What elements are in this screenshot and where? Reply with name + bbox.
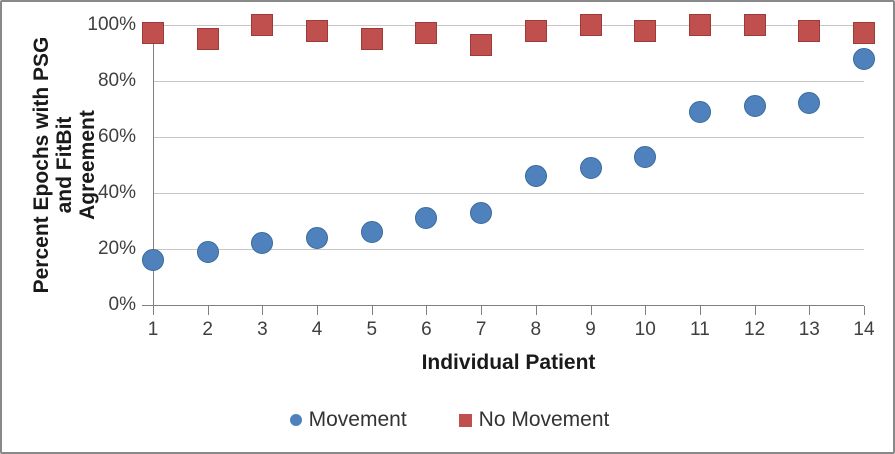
legend: Movement No Movement	[2, 408, 893, 432]
x-tick-12	[754, 306, 756, 315]
y-axis-title: Percent Epochs with PSG and FitBit Agree…	[30, 20, 99, 310]
gridline-20	[153, 249, 864, 250]
data-point-movement-14	[853, 47, 875, 70]
y-tick-label-40: 40%	[97, 182, 136, 203]
data-point-movement-12	[743, 95, 766, 118]
data-point-movement-7	[470, 201, 493, 224]
x-tick-11	[699, 306, 701, 315]
x-tick-label-3: 3	[257, 319, 268, 340]
x-tick-label-2: 2	[202, 319, 213, 340]
x-tick-14	[864, 306, 865, 315]
data-point-no-movement-1	[142, 22, 164, 45]
legend-label: Movement	[308, 408, 407, 431]
x-tick-8	[535, 306, 537, 315]
y-tick-label-20: 20%	[97, 238, 136, 259]
y-axis-line	[153, 25, 154, 314]
data-point-no-movement-11	[688, 14, 711, 36]
data-point-movement-2	[196, 240, 219, 263]
x-tick-label-1: 1	[147, 319, 159, 340]
data-point-movement-6	[415, 207, 438, 230]
data-point-movement-8	[524, 165, 547, 188]
legend-label: No Movement	[478, 408, 610, 431]
data-point-no-movement-13	[798, 19, 821, 42]
x-tick-5	[371, 306, 373, 315]
data-point-no-movement-9	[579, 14, 602, 36]
data-point-no-movement-12	[743, 14, 766, 36]
data-point-movement-13	[798, 92, 821, 115]
x-tick-6	[426, 306, 428, 315]
y-axis-title-line-2: Agreement	[76, 110, 99, 220]
x-tick-label-11: 11	[690, 319, 710, 340]
data-point-no-movement-14	[853, 22, 875, 45]
data-point-no-movement-10	[634, 19, 657, 42]
legend-item-movement: Movement	[289, 408, 407, 432]
data-point-movement-11	[688, 100, 711, 123]
legend-marker-circle-icon	[289, 414, 302, 426]
x-tick-label-6: 6	[421, 319, 432, 340]
data-point-movement-3	[251, 232, 274, 255]
y-axis-title-line-1: Percent Epochs with PSG and FitBit	[30, 36, 76, 294]
y-tick-label-0: 0%	[108, 294, 136, 315]
data-point-movement-10	[634, 145, 657, 168]
x-tick-2	[207, 306, 209, 315]
data-point-no-movement-7	[470, 33, 493, 56]
x-tick-9	[590, 306, 592, 315]
x-tick-10	[645, 306, 647, 315]
data-point-movement-4	[306, 226, 329, 249]
data-point-movement-5	[360, 221, 383, 244]
x-tick-label-5: 5	[366, 319, 378, 340]
x-tick-label-8: 8	[530, 319, 542, 340]
x-tick-label-12: 12	[744, 319, 766, 340]
x-axis-title: Individual Patient	[421, 351, 596, 374]
data-point-no-movement-8	[524, 19, 547, 42]
x-tick-label-4: 4	[311, 319, 323, 340]
y-tick-label-100: 100%	[87, 14, 136, 35]
data-point-no-movement-5	[360, 28, 383, 50]
x-tick-1	[153, 306, 154, 315]
data-point-no-movement-4	[306, 19, 329, 42]
legend-marker-square-icon	[458, 413, 472, 427]
y-tick-label-80: 80%	[97, 70, 136, 91]
legend-item-no-movement: No Movement	[458, 408, 610, 432]
data-point-no-movement-3	[251, 14, 274, 36]
x-tick-label-14: 14	[853, 319, 875, 340]
gridline-40	[153, 193, 864, 194]
x-tick-13	[809, 306, 811, 315]
x-axis-line	[142, 305, 864, 306]
gridline-100	[153, 25, 864, 26]
gridline-60	[153, 137, 864, 138]
data-point-no-movement-2	[196, 28, 219, 50]
x-tick-7	[481, 306, 483, 315]
x-tick-3	[262, 306, 264, 315]
y-tick-label-60: 60%	[97, 126, 136, 147]
x-tick-label-9: 9	[585, 319, 596, 340]
data-point-movement-9	[579, 156, 602, 179]
x-tick-label-7: 7	[475, 319, 487, 340]
gridline-80	[153, 81, 864, 82]
x-tick-label-13: 13	[798, 319, 820, 340]
data-point-movement-1	[142, 249, 164, 272]
x-tick-4	[317, 306, 319, 315]
data-point-no-movement-6	[415, 22, 438, 45]
x-tick-label-10: 10	[634, 319, 656, 340]
